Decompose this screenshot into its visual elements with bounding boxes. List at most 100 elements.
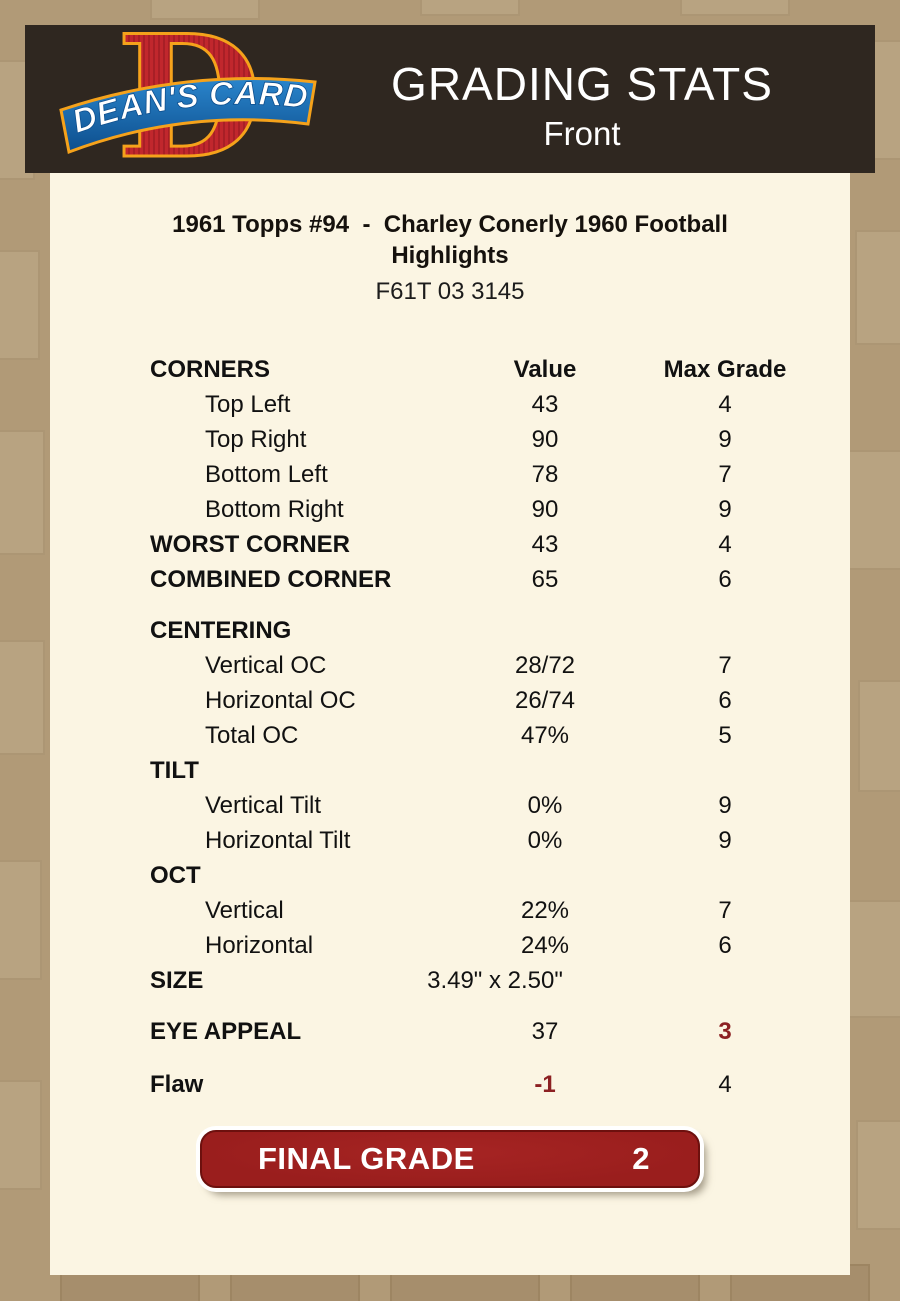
row-max-grade: 6 <box>718 566 732 593</box>
logo-ribbon <box>59 76 317 154</box>
row-max-grade <box>620 963 830 998</box>
row-max-grade: 4 <box>718 531 732 558</box>
header-text-block: GRADING STATS Front <box>325 43 875 155</box>
table-row: Total OC 47% 5 <box>50 718 850 753</box>
row-label: Total OC <box>205 722 299 749</box>
row-label: Horizontal Tilt <box>205 827 351 854</box>
row-value: 0% <box>527 827 563 854</box>
row-label: Top Left <box>205 391 291 418</box>
stats-table: CORNERS Value Max Grade Top Left 43 4 To… <box>50 352 850 1102</box>
table-row: Vertical Tilt 0% 9 <box>50 788 850 823</box>
table-row: Horizontal Tilt 0% 9 <box>50 823 850 858</box>
deans-cards-logo: D DEAN'S CARDS <box>25 0 325 197</box>
page-subtitle: Front <box>543 115 621 152</box>
table-body: Top Left 43 4 Top Right 90 9 Bottom Left… <box>50 387 850 1102</box>
final-grade-button[interactable]: FINAL GRADE 2 <box>200 1130 700 1188</box>
row-max-grade: 6 <box>718 932 732 959</box>
row-label: Top Right <box>205 426 307 453</box>
ghost-card <box>420 0 520 16</box>
row-value: 24% <box>520 932 570 959</box>
ghost-card <box>858 680 900 792</box>
ghost-card <box>680 0 790 16</box>
grading-panel: 1961 Topps #94 - Charley Conerly 1960 Fo… <box>50 173 850 1275</box>
row-max-grade: 9 <box>718 496 732 523</box>
table-row: EYE APPEAL 37 3 <box>50 1014 850 1049</box>
row-max-grade <box>620 613 830 648</box>
row-value: 26/74 <box>514 687 576 714</box>
row-value: 28/72 <box>514 652 576 679</box>
ghost-card <box>0 250 40 360</box>
table-row: Bottom Right 90 9 <box>50 492 850 527</box>
column-header-corners: CORNERS <box>150 356 271 383</box>
ghost-card <box>0 640 45 755</box>
row-value: 90 <box>531 496 559 523</box>
column-header-max-grade: Max Grade <box>663 356 787 383</box>
row-max-grade: 4 <box>718 391 732 418</box>
row-max-grade: 4 <box>718 1071 732 1098</box>
ghost-card <box>848 450 900 570</box>
table-row: OCT <box>50 858 850 893</box>
table-row: COMBINED CORNER 65 6 <box>50 562 850 597</box>
row-value: -1 <box>534 1071 556 1098</box>
table-row: Horizontal 24% 6 <box>50 928 850 963</box>
row-max-grade: 9 <box>718 792 732 819</box>
table-row: Flaw -1 4 <box>50 1067 850 1102</box>
card-serial-code: F61T 03 3145 <box>375 278 525 305</box>
row-value: 65 <box>531 566 559 593</box>
row-max-grade: 7 <box>718 652 732 679</box>
row-label: SIZE <box>150 967 204 994</box>
row-label: WORST CORNER <box>150 531 350 558</box>
ghost-card <box>150 0 260 20</box>
table-row: WORST CORNER 43 4 <box>50 527 850 562</box>
ghost-card <box>846 900 900 1018</box>
ghost-card <box>0 430 45 555</box>
row-label: Horizontal OC <box>205 687 356 714</box>
row-value <box>470 858 620 893</box>
row-value: 78 <box>531 461 559 488</box>
table-row: Vertical 22% 7 <box>50 893 850 928</box>
row-label: OCT <box>150 862 201 889</box>
table-row: Bottom Left 78 7 <box>50 457 850 492</box>
row-label: Vertical <box>205 897 284 924</box>
row-label: Vertical Tilt <box>205 792 322 819</box>
row-value: 43 <box>531 531 559 558</box>
ghost-card <box>0 1080 42 1190</box>
masthead: D DEAN'S CARDS GRADING STATS Front <box>25 0 875 197</box>
table-row: Vertical OC 28/72 7 <box>50 648 850 683</box>
column-header-value: Value <box>513 356 577 383</box>
row-max-grade <box>620 753 830 788</box>
row-value: 90 <box>531 426 559 453</box>
table-row: TILT <box>50 753 850 788</box>
row-value: 43 <box>531 391 559 418</box>
row-max-grade: 9 <box>718 827 732 854</box>
row-value <box>470 613 620 648</box>
table-row: Horizontal OC 26/74 6 <box>50 683 850 718</box>
table-row: CENTERING <box>50 613 850 648</box>
row-max-grade: 3 <box>718 1018 732 1045</box>
row-label: Bottom Right <box>205 496 344 523</box>
row-value: 47% <box>520 722 570 749</box>
row-max-grade: 6 <box>718 687 732 714</box>
row-label: EYE APPEAL <box>150 1018 302 1045</box>
row-max-grade: 5 <box>718 722 732 749</box>
table-header-row: CORNERS Value Max Grade <box>50 352 850 387</box>
ghost-card <box>855 230 900 345</box>
ghost-card <box>0 860 42 980</box>
deans-cards-logo-icon: D DEAN'S CARDS <box>41 0 317 197</box>
card-title-line2: Highlights <box>391 242 509 269</box>
row-value <box>470 753 620 788</box>
row-label: TILT <box>150 757 199 784</box>
row-max-grade: 7 <box>718 897 732 924</box>
row-value: 0% <box>527 792 563 819</box>
row-label: Flaw <box>150 1071 204 1098</box>
final-grade-label: FINAL GRADE <box>258 1141 475 1176</box>
row-label: COMBINED CORNER <box>150 566 392 593</box>
card-title-line1: 1961 Topps #94 - Charley Conerly 1960 Fo… <box>172 211 728 238</box>
card-title: 1961 Topps #94 - Charley Conerly 1960 Fo… <box>50 209 850 271</box>
row-value: 3.49" x 2.50" <box>427 967 563 994</box>
row-label: Horizontal <box>205 932 314 959</box>
row-label: Vertical OC <box>205 652 327 679</box>
row-max-grade: 9 <box>718 426 732 453</box>
table-row: Top Left 43 4 <box>50 387 850 422</box>
row-value: 37 <box>531 1018 559 1045</box>
